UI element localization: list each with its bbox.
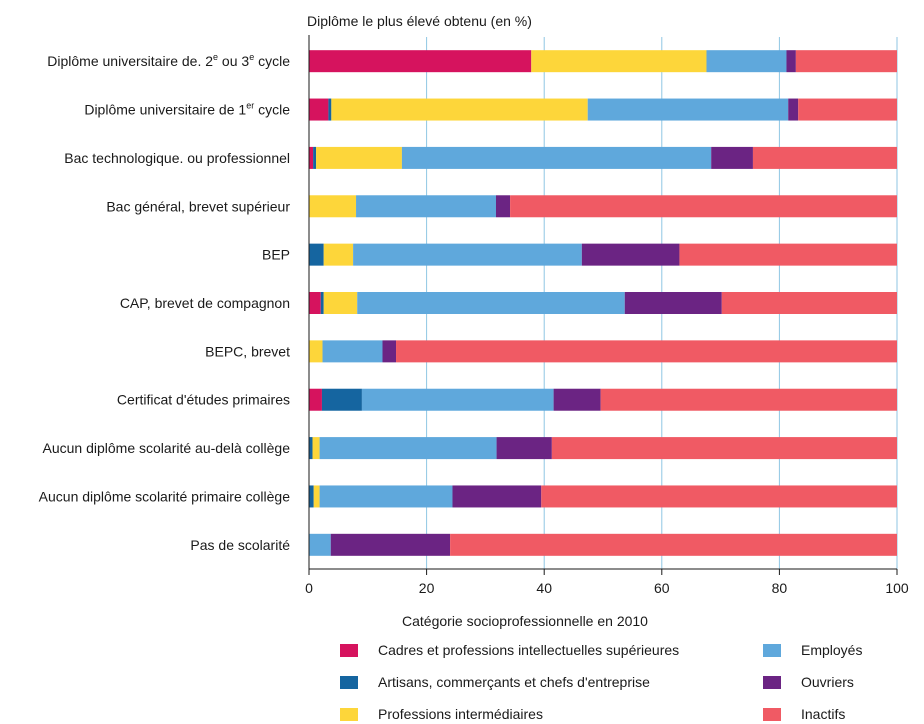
bar-segment: [711, 146, 753, 169]
x-tick-label: 0: [305, 580, 313, 596]
legend-item-employes: Employés: [763, 642, 862, 658]
legend-item-professions-intermediaires: Professions intermédiaires: [340, 706, 543, 722]
bar-segment: [323, 243, 354, 266]
bar-segment: [309, 243, 324, 266]
x-axis-label: Catégorie socioprofessionnelle en 2010: [402, 613, 648, 629]
bar-segment: [319, 485, 453, 508]
legend-item-artisans: Artisans, commerçants et chefs d'entrepr…: [340, 674, 650, 690]
legend-swatch: [340, 707, 358, 721]
bar-segment: [313, 146, 317, 169]
bar-segment: [531, 50, 707, 73]
bar-segment: [309, 50, 532, 73]
category-label: Aucun diplôme scolarité au-delà collège: [43, 440, 291, 456]
bar-segment: [361, 388, 554, 411]
x-tick-label: 40: [536, 580, 552, 596]
bar-segment: [313, 485, 320, 508]
bar-segment: [309, 146, 314, 169]
category-label: BEPC, brevet: [205, 343, 290, 359]
bar-segment: [309, 195, 357, 218]
bar-segment: [331, 98, 588, 121]
bar-segment: [356, 195, 496, 218]
bar-segment: [401, 146, 712, 169]
bar-segment: [319, 437, 497, 460]
legend-swatch: [763, 643, 781, 657]
bar-segment: [496, 437, 552, 460]
legend-swatch: [763, 675, 781, 689]
bar-segment: [323, 292, 358, 314]
legend-label: Cadres et professions intellectuelles su…: [378, 642, 680, 658]
x-tick-label: 20: [419, 580, 435, 596]
bar-segment: [357, 292, 625, 314]
legend-label: Inactifs: [801, 706, 846, 722]
legend: Cadres et professions intellectuelles su…: [0, 636, 924, 724]
bar-segment: [798, 98, 897, 121]
legend-label: Artisans, commerçants et chefs d'entrepr…: [378, 674, 650, 690]
bar-segment: [679, 243, 897, 266]
stacked-bar-chart: Diplôme le plus élevé obtenu (en %) Dipl…: [39, 13, 909, 629]
bar-segment: [452, 485, 542, 508]
category-label: Bac technologique. ou professionnel: [64, 150, 290, 166]
legend-label: Employés: [801, 642, 863, 658]
bar-segment: [321, 388, 362, 411]
chart-title: Diplôme le plus élevé obtenu (en %): [307, 13, 532, 29]
bar-segment: [587, 98, 789, 121]
bar-segment: [450, 533, 897, 556]
bar-segment: [309, 533, 331, 556]
bar-segment: [495, 195, 511, 218]
legend-item-inactifs: Inactifs: [763, 706, 845, 722]
bar-segment: [322, 340, 383, 363]
bar-segment: [353, 243, 582, 266]
bars: [309, 50, 897, 556]
category-label: Aucun diplôme scolarité primaire collège: [39, 488, 291, 504]
bar-segment: [330, 533, 451, 556]
bar-segment: [309, 437, 313, 460]
legend-swatch: [763, 707, 781, 721]
bar-segment: [382, 340, 397, 363]
x-tick-label: 60: [654, 580, 670, 596]
category-labels: Diplôme universitaire de. 2e ou 3e cycle…: [39, 52, 291, 553]
bar-segment: [786, 50, 796, 73]
bar-segment: [795, 50, 897, 73]
bar-segment: [309, 485, 314, 508]
bar-segment: [788, 98, 799, 121]
bar-segment: [309, 98, 329, 121]
bar-segment: [309, 292, 321, 314]
category-label: Diplôme universitaire de 1er cycle: [84, 101, 290, 118]
legend-swatch: [340, 643, 358, 657]
x-tick-label: 80: [772, 580, 788, 596]
legend-swatch: [340, 675, 358, 689]
bar-segment: [553, 388, 601, 411]
legend-item-ouvriers: Ouvriers: [763, 674, 854, 690]
x-tick-label: 100: [885, 580, 909, 596]
bar-segment: [396, 340, 897, 363]
x-axis: 0 20 40 60 80 100: [305, 35, 909, 596]
bar-segment: [706, 50, 787, 73]
category-label: CAP, brevet de compagnon: [120, 295, 290, 311]
bar-segment: [309, 388, 322, 411]
bar-segment: [312, 437, 320, 460]
bar-segment: [320, 292, 324, 314]
bar-segment: [752, 146, 897, 169]
legend-label: Professions intermédiaires: [378, 706, 543, 722]
bar-segment: [510, 195, 897, 218]
legend-label: Ouvriers: [801, 674, 854, 690]
bar-segment: [541, 485, 897, 508]
bar-segment: [316, 146, 402, 169]
category-label: BEP: [262, 247, 290, 263]
legend-item-cadres: Cadres et professions intellectuelles su…: [340, 642, 679, 658]
bar-segment: [309, 340, 323, 363]
category-label: Certificat d'études primaires: [117, 392, 290, 408]
category-label: Pas de scolarité: [190, 537, 290, 553]
bar-segment: [600, 388, 897, 411]
bar-segment: [551, 437, 897, 460]
bar-segment: [721, 292, 897, 314]
bar-segment: [581, 243, 680, 266]
bar-segment: [624, 292, 722, 314]
category-label: Diplôme universitaire de. 2e ou 3e cycle: [47, 52, 290, 69]
category-label: Bac général, brevet supérieur: [106, 198, 290, 214]
bar-segment: [328, 98, 332, 121]
